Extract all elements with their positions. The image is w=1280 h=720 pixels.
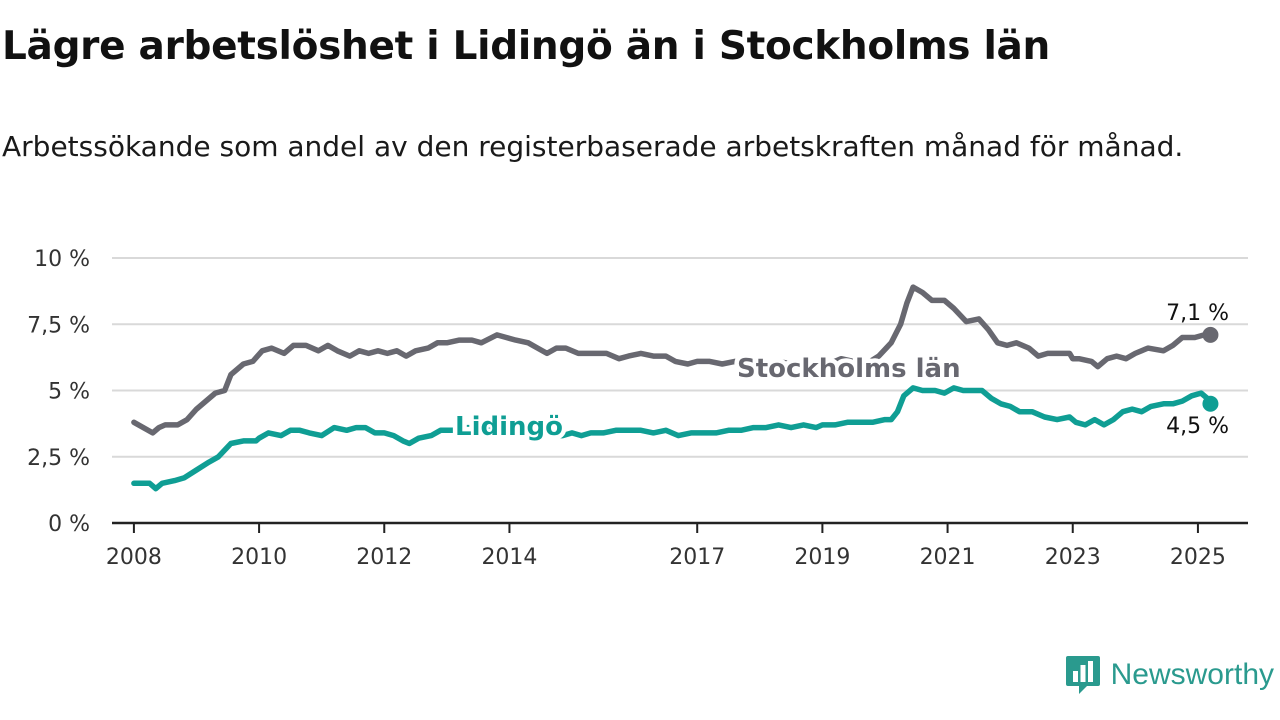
series-line-lidingo: [131, 385, 1214, 492]
y-tick-label: 0 %: [48, 512, 90, 537]
y-axis-ticks: 0 % 2,5 % 5 % 7,5 % 10 %: [27, 247, 90, 537]
labels: Stockholms län Lidingö 7,1 % 4,5 %: [451, 301, 1230, 447]
x-tick-label: 2008: [106, 545, 162, 570]
brand-name: Newsworthy: [1110, 658, 1274, 691]
newsworthy-logo-icon: [1065, 656, 1100, 694]
y-tick-label: 5 %: [48, 380, 90, 405]
series-end-point-lidingo: [1202, 395, 1219, 412]
end-value-label-lidingo: 4,5 %: [1166, 414, 1229, 439]
series-line-stockholm: [131, 284, 1214, 436]
chart-subtitle: Arbetssökande som andel av den registerb…: [2, 130, 1184, 163]
y-tick-label: 2,5 %: [27, 446, 90, 471]
series-lines: [131, 284, 1219, 492]
brand-logo: Newsworthy: [1065, 654, 1274, 696]
y-tick-label: 10 %: [34, 247, 90, 272]
x-tick-label: 2017: [669, 545, 725, 570]
x-tick-label: 2012: [356, 545, 412, 570]
series-end-point-stockholm: [1202, 326, 1219, 343]
x-tick-label: 2021: [920, 545, 976, 570]
x-tick-label: 2023: [1045, 545, 1101, 570]
x-tick-label: 2025: [1170, 545, 1226, 570]
line-chart: 0 % 2,5 % 5 % 7,5 % 10 % 2008 2010 2012 2014 201…: [27, 247, 1248, 570]
series-label-lidingo: Lidingö: [455, 412, 563, 442]
series-label-stockholm: Stockholms län: [737, 354, 961, 384]
x-tick-label: 2014: [481, 545, 537, 570]
y-tick-label: 7,5 %: [27, 313, 90, 338]
end-value-label-stockholm: 7,1 %: [1166, 301, 1229, 326]
x-tick-label: 2010: [231, 545, 287, 570]
grid-lines: [112, 257, 1248, 458]
chart-title: Lägre arbetslöshet i Lidingö än i Stockh…: [2, 24, 1051, 69]
x-tick-label: 2019: [794, 545, 850, 570]
x-axis: 2008 2010 2012 2014 2017 2019 2021 2023 2025: [106, 521, 1248, 570]
